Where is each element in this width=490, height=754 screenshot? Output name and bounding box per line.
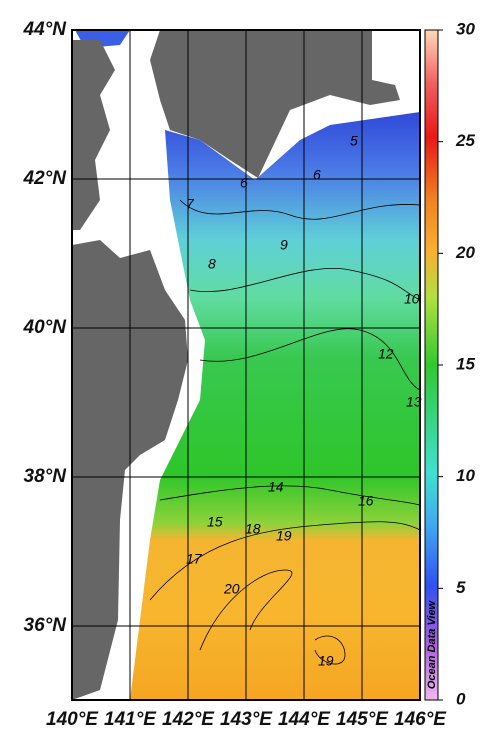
- lon-label: 146°E: [394, 709, 447, 730]
- map-body: [72, 30, 420, 700]
- colorbar: [424, 29, 439, 701]
- lon-label: 141°E: [104, 709, 157, 730]
- contour-label: 15: [207, 514, 223, 530]
- land: [72, 40, 115, 230]
- colorbar-tick-label: 5: [456, 578, 466, 597]
- graticule: [71, 29, 421, 701]
- colorbar-tick-label: 15: [456, 354, 475, 373]
- colorbar-tick-label: 25: [455, 131, 475, 150]
- land: [150, 30, 400, 178]
- contour-label: 19: [276, 528, 292, 544]
- contour-label: 8: [208, 256, 216, 272]
- contour: [189, 268, 420, 301]
- lon-label: 143°E: [220, 709, 273, 730]
- colorbar-tick-label: 0: [456, 689, 466, 708]
- contour-label: 18: [245, 521, 261, 537]
- lat-label: 38°N: [24, 466, 68, 487]
- contour-label: 19: [318, 653, 334, 669]
- contour-label: 13: [406, 394, 422, 410]
- contour-label: 7: [186, 196, 195, 212]
- contour: [199, 569, 293, 651]
- lat-label: 42°N: [23, 168, 68, 189]
- contour: [179, 199, 420, 220]
- contour-label: 5: [350, 133, 358, 149]
- contour: [159, 485, 420, 506]
- colorbar-tick-label: 30: [456, 19, 475, 38]
- contour-label: 6: [313, 167, 321, 183]
- contour-label: 10: [404, 291, 420, 307]
- contour: [149, 521, 420, 601]
- lat-label: 44°N: [23, 19, 68, 40]
- contour: [314, 635, 346, 665]
- contour-label: 9: [280, 237, 288, 253]
- lat-label: 36°N: [24, 615, 68, 636]
- colorbar-tick-label: 10: [456, 466, 475, 485]
- contour: [199, 328, 420, 391]
- contour-label: 16: [358, 493, 374, 509]
- watermark: Ocean Data View: [426, 599, 438, 689]
- map-frame: [71, 29, 421, 701]
- lon-label: 144°E: [278, 709, 331, 730]
- contour-label: 6: [240, 175, 248, 191]
- contour-label: 12: [378, 346, 394, 362]
- colorbar-tick-label: 20: [455, 243, 475, 262]
- land: [72, 240, 188, 700]
- contour-labels: 5 6 6 7 8 9 10 12 13 14 15 16 17 18 19 2…: [186, 133, 422, 669]
- lon-label: 145°E: [336, 709, 389, 730]
- contour-label: 20: [223, 581, 240, 597]
- contour-label: 17: [186, 551, 203, 567]
- lon-label: 142°E: [162, 709, 215, 730]
- lon-label: 140°E: [46, 709, 99, 730]
- lat-label: 40°N: [23, 317, 68, 338]
- data-field: [130, 112, 420, 700]
- contour-label: 14: [268, 479, 284, 495]
